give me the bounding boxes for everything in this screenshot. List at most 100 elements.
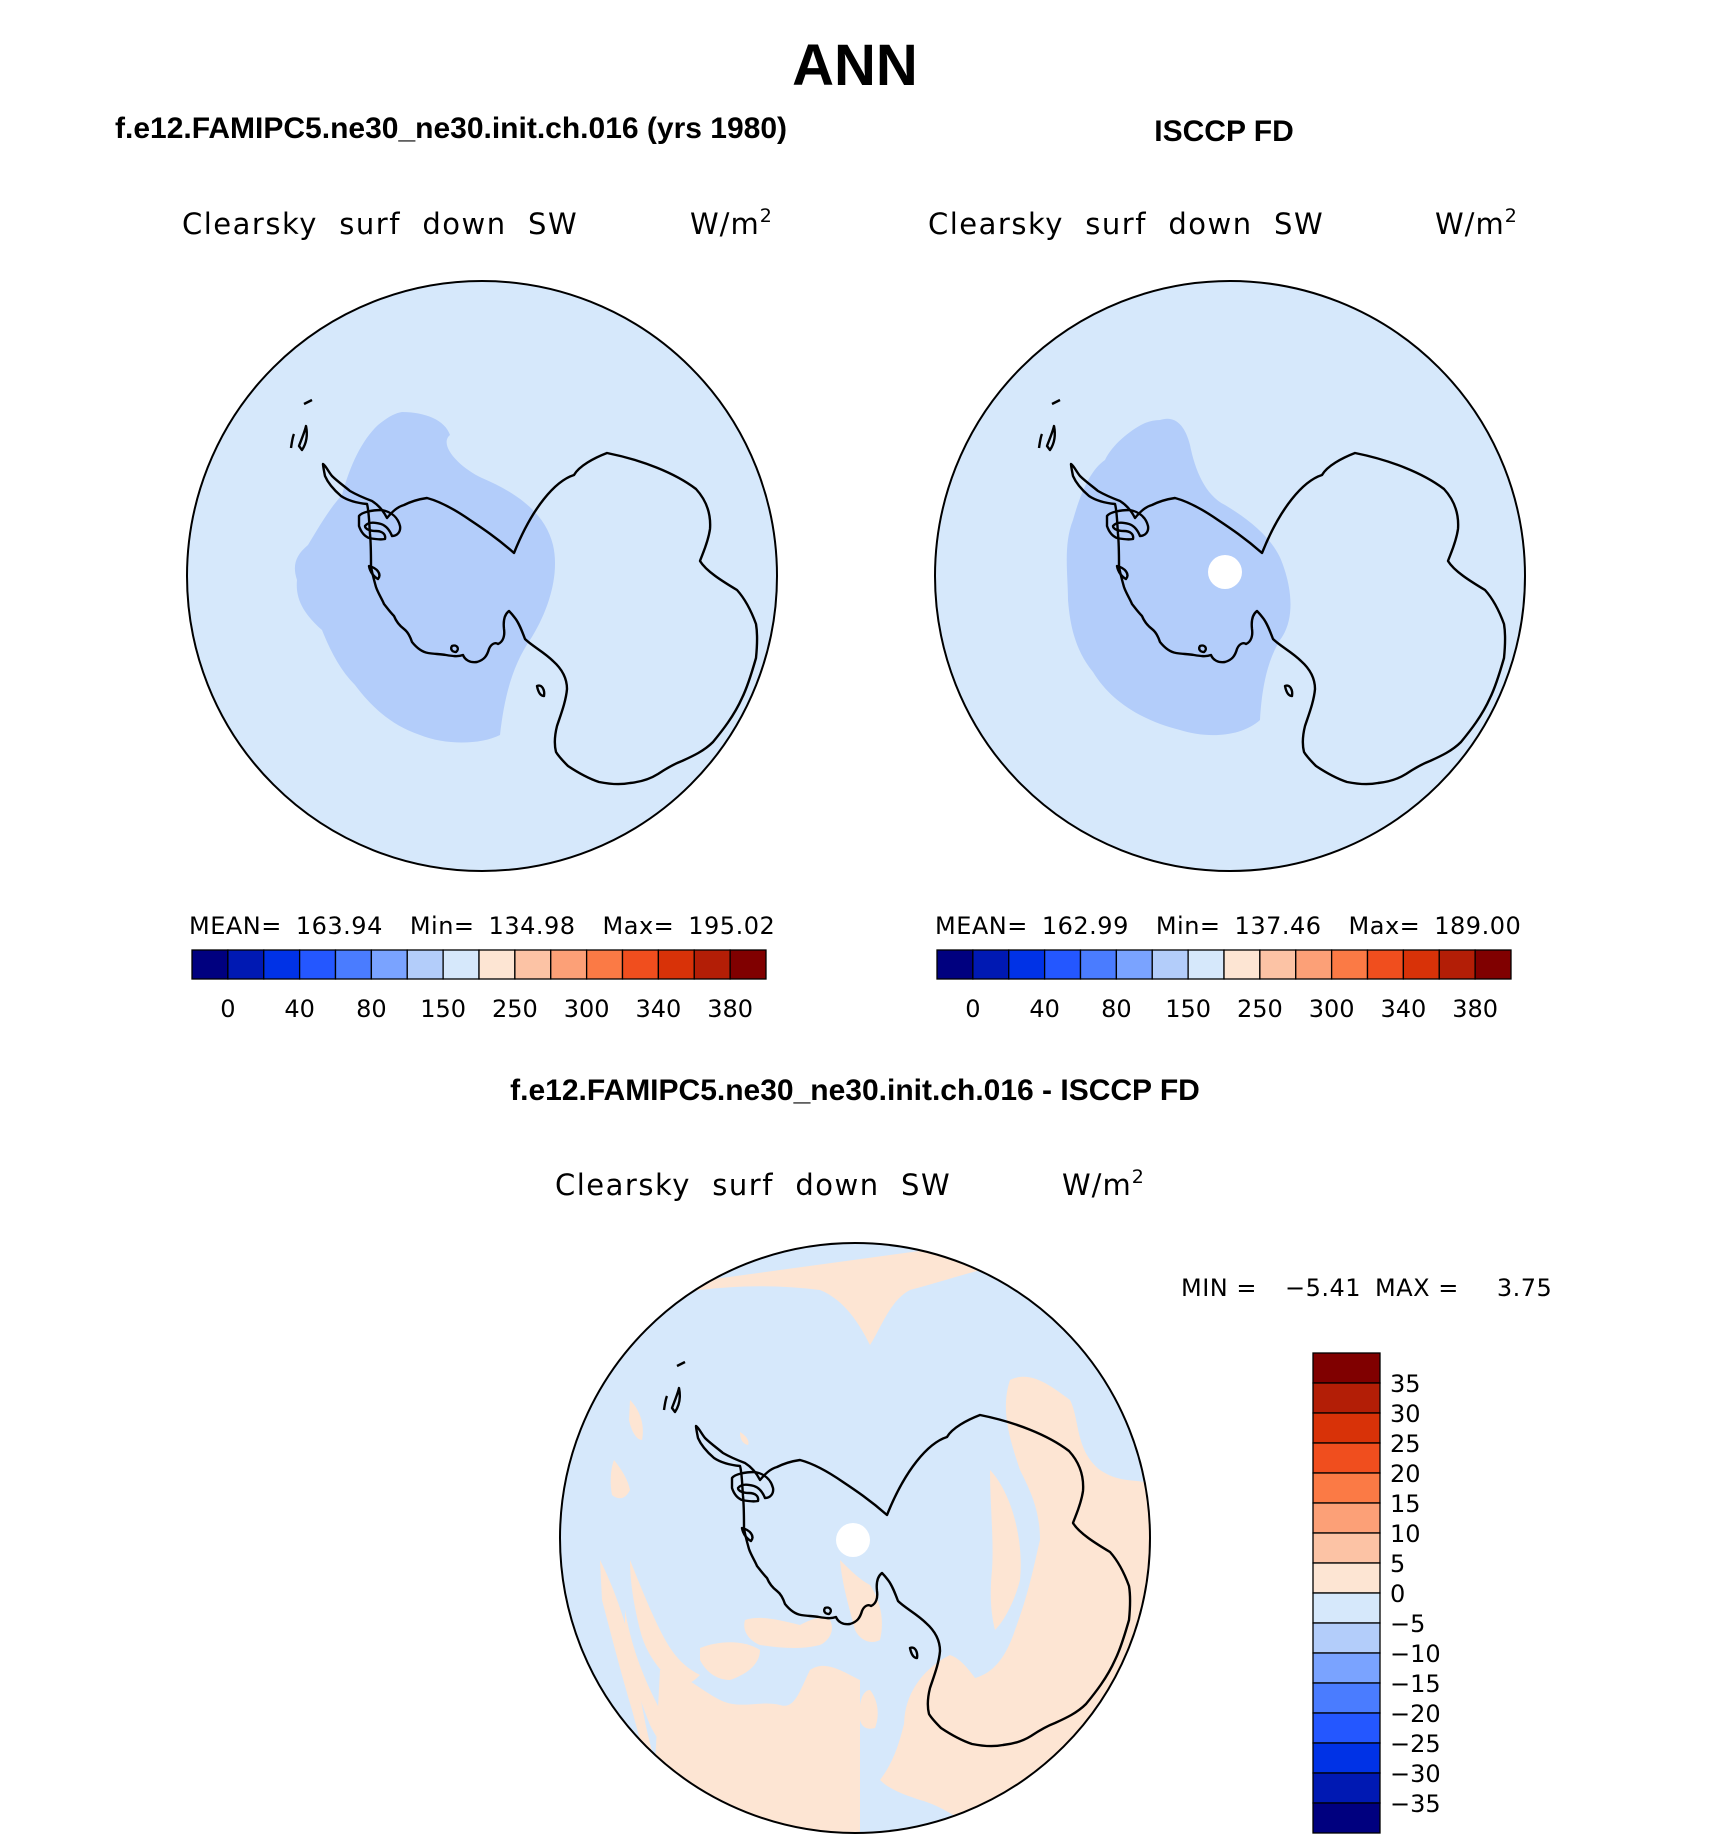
map-obs bbox=[934, 280, 1526, 872]
colorbar-model-box bbox=[227, 949, 265, 980]
colorbar-obs-box bbox=[1474, 949, 1512, 980]
colorbar-model-box bbox=[442, 949, 480, 980]
colorbar-obs-box bbox=[972, 949, 1010, 980]
colorbar-diff-tick-label: −20 bbox=[1390, 1700, 1441, 1728]
colorbar-diff-box bbox=[1312, 1682, 1381, 1714]
colorbar-obs-box bbox=[1330, 949, 1369, 980]
colorbar-obs-box bbox=[1187, 949, 1225, 980]
colorbar-diff-tick-label: −10 bbox=[1390, 1640, 1441, 1668]
map-diff bbox=[559, 1242, 1151, 1834]
colorbar-model-tick-label: 300 bbox=[564, 995, 610, 1023]
colorbar-model-box bbox=[585, 949, 624, 980]
colorbar-diff-tick-label: 0 bbox=[1390, 1580, 1405, 1608]
colorbar-obs-tick-label: 80 bbox=[1101, 995, 1132, 1023]
panel-obs-stats: MEAN= 162.99 Min= 137.46 Max= 189.00 bbox=[935, 912, 1521, 940]
colorbar-model-tick-label: 380 bbox=[707, 995, 753, 1023]
colorbar-obs-tick-label: 300 bbox=[1309, 995, 1355, 1023]
colorbar-diff-box bbox=[1312, 1772, 1381, 1804]
panel-diff-stats: MIN = −5.41 MAX = 3.75 bbox=[1181, 1274, 1552, 1302]
panel-diff-title: f.e12.FAMIPC5.ne30_ne30.init.ch.016 - IS… bbox=[510, 1074, 1200, 1107]
colorbar-obs-tick-label: 250 bbox=[1237, 995, 1283, 1023]
colorbar-obs-tick-label: 40 bbox=[1029, 995, 1060, 1023]
panel-diff: f.e12.FAMIPC5.ne30_ne30.init.ch.016 - IS… bbox=[510, 1074, 1552, 1834]
panel-diff-units: W/m2 bbox=[1062, 1166, 1145, 1202]
colorbar-diff-box bbox=[1312, 1412, 1381, 1444]
colorbar-diff-tick-label: −35 bbox=[1390, 1790, 1441, 1818]
colorbar-diff-tick-label: 35 bbox=[1390, 1370, 1421, 1398]
panel-model: f.e12.FAMIPC5.ne30_ne30.init.ch.016 (yrs… bbox=[115, 112, 787, 1023]
colorbar-diff-box bbox=[1312, 1472, 1381, 1504]
colorbar-model-box bbox=[514, 949, 552, 980]
colorbar-diff-box bbox=[1312, 1442, 1381, 1474]
colorbar-diff-box bbox=[1312, 1652, 1381, 1684]
colorbar-model-box bbox=[550, 949, 588, 980]
colorbar-model-box bbox=[298, 949, 337, 980]
colorbar-model-tick-label: 40 bbox=[284, 995, 315, 1023]
colorbar-model-box bbox=[729, 949, 767, 980]
colorbar-obs-box bbox=[936, 949, 974, 980]
colorbar-model-box bbox=[621, 949, 660, 980]
colorbar-obs-box bbox=[1043, 949, 1082, 980]
panel-obs-title: ISCCP FD bbox=[1154, 115, 1293, 148]
panel-obs-units: W/m2 bbox=[1435, 205, 1518, 241]
panel-obs-variable: Clearsky surf down SW bbox=[928, 207, 1324, 241]
colorbar-obs-box bbox=[1115, 949, 1153, 980]
colorbar-obs-box bbox=[1008, 949, 1046, 980]
panel-model-units: W/m2 bbox=[690, 205, 773, 241]
colorbar-diff-box bbox=[1312, 1592, 1381, 1624]
colorbar-model-tick-label: 150 bbox=[420, 995, 466, 1023]
map-model-low-region bbox=[294, 412, 556, 743]
colorbar-diff-tick-label: 25 bbox=[1390, 1430, 1421, 1458]
colorbar-diff-box bbox=[1312, 1532, 1381, 1564]
map-obs-border bbox=[934, 280, 1526, 872]
colorbar-obs-tick-label: 0 bbox=[965, 995, 980, 1023]
colorbar-diff-tick-label: 15 bbox=[1390, 1490, 1421, 1518]
colorbar-model-box bbox=[406, 949, 444, 980]
colorbar-obs-box bbox=[1259, 949, 1297, 980]
colorbar-diff-tick-label: −25 bbox=[1390, 1730, 1441, 1758]
panel-diff-variable: Clearsky surf down SW bbox=[555, 1168, 951, 1202]
colorbar-diff-box bbox=[1312, 1802, 1381, 1834]
colorbar-model-box bbox=[334, 949, 373, 980]
figure-title: ANN bbox=[792, 33, 918, 98]
colorbar-diff-tick-label: −30 bbox=[1390, 1760, 1441, 1788]
colorbar-obs-box bbox=[1438, 949, 1476, 980]
map-diff-border bbox=[559, 1242, 1151, 1834]
colorbar-obs-box bbox=[1366, 949, 1405, 980]
colorbar-obs-tick-label: 340 bbox=[1380, 995, 1426, 1023]
colorbar-diff-tick-label: 10 bbox=[1390, 1520, 1421, 1548]
colorbar-obs-box bbox=[1151, 949, 1189, 980]
colorbar-model-tick-label: 250 bbox=[492, 995, 538, 1023]
colorbar-model-box bbox=[370, 949, 408, 980]
panel-model-title: f.e12.FAMIPC5.ne30_ne30.init.ch.016 (yrs… bbox=[115, 112, 787, 145]
colorbar-diff-tick-label: 5 bbox=[1390, 1550, 1405, 1578]
colorbar-diff-box bbox=[1312, 1622, 1381, 1654]
colorbar-model-tick-label: 80 bbox=[356, 995, 387, 1023]
colorbar-model: 0 40 80 150 250 300 340 380 bbox=[191, 949, 767, 1023]
colorbar-model-box bbox=[191, 949, 229, 980]
colorbar-diff-box bbox=[1312, 1562, 1381, 1594]
map-model-border bbox=[186, 280, 778, 872]
colorbar-obs-box bbox=[1295, 949, 1333, 980]
colorbar-diff-tick-label: 20 bbox=[1390, 1460, 1421, 1488]
panel-model-variable: Clearsky surf down SW bbox=[182, 207, 578, 241]
map-model bbox=[186, 280, 778, 872]
colorbar-diff-box bbox=[1312, 1712, 1381, 1744]
map-obs-pole-gap bbox=[1208, 555, 1242, 589]
panel-model-stats: MEAN= 163.94 Min= 134.98 Max= 195.02 bbox=[189, 912, 775, 940]
colorbar-obs-box bbox=[1402, 949, 1440, 980]
colorbar-model-box bbox=[263, 949, 301, 980]
colorbar-diff-box bbox=[1312, 1742, 1381, 1774]
colorbar-diff-box bbox=[1312, 1352, 1381, 1384]
colorbar-obs-box bbox=[1223, 949, 1261, 980]
colorbar-diff-tick-label: −5 bbox=[1390, 1610, 1425, 1638]
colorbar-diff-tick-label: −15 bbox=[1390, 1670, 1441, 1698]
colorbar-model-box bbox=[693, 949, 731, 980]
colorbar-obs-box bbox=[1079, 949, 1118, 980]
colorbar-obs-tick-label: 380 bbox=[1452, 995, 1498, 1023]
colorbar-diff-tick-label: 30 bbox=[1390, 1400, 1421, 1428]
colorbar-diff-box bbox=[1312, 1502, 1381, 1534]
colorbar-model-box bbox=[478, 949, 516, 980]
